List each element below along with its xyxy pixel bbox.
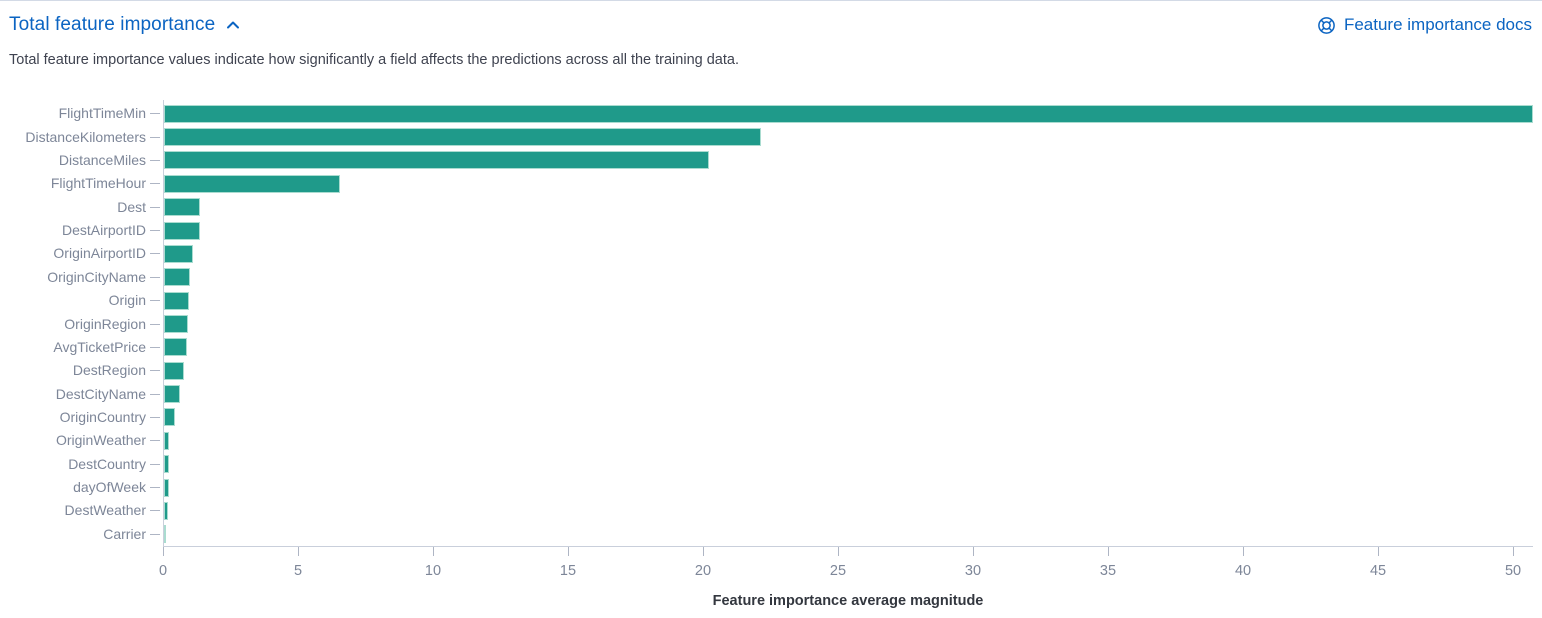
y-axis-line — [163, 100, 164, 546]
feature-importance-bar — [164, 478, 169, 497]
y-axis-tick-mark — [150, 113, 160, 115]
section-title: Total feature importance — [9, 14, 216, 35]
x-axis-tick-mark — [1513, 547, 1515, 556]
chevron-up-icon[interactable] — [225, 17, 241, 33]
feature-importance-bar — [164, 338, 187, 357]
feature-importance-bar — [164, 501, 169, 520]
y-axis-tick-mark — [150, 323, 160, 325]
y-axis-category-label: DestRegion — [72, 362, 146, 379]
x-axis-tick-mark — [838, 547, 839, 556]
feature-importance-bar — [164, 455, 170, 474]
feature-importance-bar — [164, 525, 166, 544]
y-axis-category-label: OriginCityName — [47, 268, 146, 285]
x-axis-tick-mark — [433, 547, 434, 556]
x-axis-title: Feature importance average magnitude — [712, 593, 984, 609]
y-axis-category-label: Origin — [108, 292, 146, 309]
feature-importance-bar — [164, 198, 201, 217]
y-axis-tick-mark — [150, 393, 160, 395]
y-axis-category-label: DestWeather — [64, 502, 146, 519]
y-axis-category-label: dayOfWeek — [73, 479, 146, 496]
y-axis-category-label: DistanceMiles — [58, 151, 146, 168]
x-axis-line — [163, 546, 1533, 547]
x-axis-tick-mark — [1108, 547, 1109, 556]
section-description: Total feature importance values indicate… — [9, 52, 739, 68]
feature-importance-bar — [164, 104, 1533, 123]
feature-importance-bar — [164, 151, 710, 170]
y-axis-tick-mark — [150, 276, 160, 278]
feature-importance-bar — [164, 128, 761, 147]
feature-importance-bar — [164, 268, 191, 287]
x-axis-tick-mark — [568, 547, 569, 556]
x-axis-tick-label: 15 — [559, 563, 577, 579]
panel-header: Total feature importance Feature importa… — [0, 1, 1542, 36]
y-axis-tick-mark — [150, 416, 160, 418]
docs-link-label: Feature importance docs — [1343, 15, 1532, 34]
y-axis-tick-mark — [150, 159, 160, 161]
y-axis-tick-mark — [150, 463, 160, 465]
x-axis-tick-label: 5 — [293, 563, 303, 579]
y-axis-tick-mark — [150, 346, 160, 348]
x-axis-tick-mark — [973, 547, 974, 556]
y-axis-category-label: DestAirportID — [61, 222, 146, 239]
y-axis-tick-mark — [150, 183, 160, 185]
x-axis-tick-label: 25 — [829, 563, 847, 579]
x-axis-tick-label: 45 — [1369, 563, 1387, 579]
x-axis-tick-mark — [298, 547, 299, 556]
y-axis-tick-mark — [150, 206, 160, 208]
feature-importance-bar — [164, 408, 176, 427]
x-axis-tick-label: 10 — [424, 563, 442, 579]
y-axis-category-label: OriginRegion — [64, 315, 146, 332]
feature-importance-bar — [164, 291, 190, 310]
x-axis-tick-label: 40 — [1234, 563, 1252, 579]
x-axis-tick-label: 20 — [694, 563, 712, 579]
y-axis-category-label: OriginAirportID — [53, 245, 146, 262]
y-axis-tick-mark — [150, 253, 160, 255]
feature-importance-bar — [164, 315, 189, 333]
y-axis-category-label: Carrier — [103, 525, 146, 542]
x-axis-tick-label: 30 — [964, 563, 982, 579]
y-axis-category-label: OriginWeather — [55, 432, 146, 449]
y-axis-category-label: FlightTimeMin — [58, 105, 146, 122]
total-feature-importance-toggle[interactable]: Total feature importance — [9, 14, 241, 36]
feature-importance-bar — [164, 385, 181, 404]
y-axis-category-label: AvgTicketPrice — [53, 338, 146, 355]
feature-importance-docs-link[interactable]: Feature importance docs — [1317, 15, 1532, 35]
y-axis-tick-mark — [150, 370, 160, 372]
feature-importance-bar — [164, 361, 184, 380]
feature-importance-bar — [164, 244, 193, 263]
y-axis-category-label: DestCityName — [55, 385, 146, 402]
x-axis-tick-mark — [1378, 547, 1380, 556]
x-axis-tick-mark — [1243, 547, 1245, 556]
help-lifebuoy-icon — [1317, 16, 1336, 35]
x-axis-tick-mark — [703, 547, 704, 556]
y-axis-category-label: DistanceKilometers — [25, 128, 146, 145]
feature-importance-bar — [164, 221, 200, 240]
x-axis-tick-label: 35 — [1099, 563, 1117, 579]
y-axis-category-label: FlightTimeHour — [50, 175, 146, 192]
y-axis-tick-mark — [150, 230, 160, 232]
y-axis-tick-mark — [150, 487, 160, 489]
y-axis-category-label: DestCountry — [68, 455, 146, 472]
feature-importance-bar — [164, 431, 170, 450]
y-axis-tick-mark — [150, 510, 160, 512]
y-axis-category-label: OriginCountry — [59, 408, 146, 425]
y-axis-category-label: Dest — [117, 198, 146, 215]
feature-importance-bar — [164, 174, 340, 193]
y-axis-tick-mark — [150, 300, 160, 302]
y-axis-tick-mark — [150, 440, 160, 442]
x-axis-tick-mark — [163, 547, 164, 556]
x-axis-tick-label: 0 — [158, 563, 168, 579]
y-axis-tick-mark — [150, 136, 160, 138]
x-axis-tick-label: 50 — [1504, 563, 1522, 579]
y-axis-tick-mark — [150, 533, 160, 535]
